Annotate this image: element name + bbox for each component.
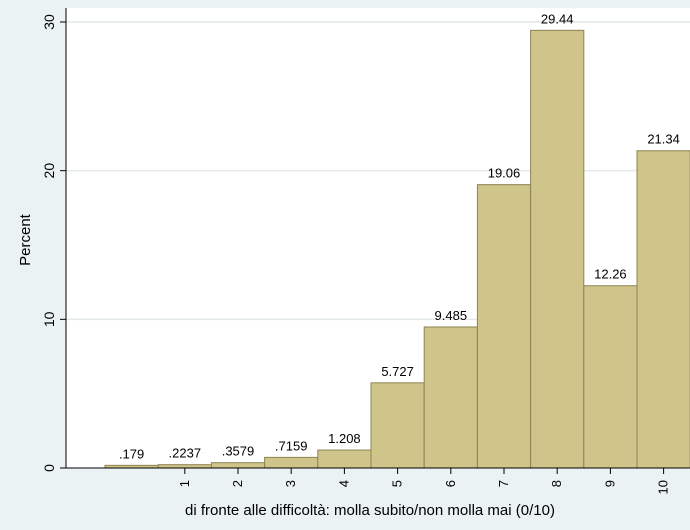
x-tick-label: 1 [177,480,192,487]
y-tick-label: 30 [41,14,57,30]
bar [530,29,585,469]
x-tick-label: 10 [656,480,671,494]
bar-value-label: .2237 [169,446,202,461]
y-axis-title: Percent [17,213,34,266]
bar-value-label: 1.208 [328,431,361,446]
bar-value-label: 21.34 [647,132,680,147]
bar-value-label: 19.06 [488,166,521,181]
x-tick-label: 4 [336,480,351,487]
x-tick-label: 8 [549,480,564,487]
x-axis-title: di fronte alle difficoltà: molla subito/… [185,502,555,519]
bar [423,326,478,469]
bar [476,184,532,469]
x-tick-label: 2 [230,480,245,487]
y-tick-label: 20 [41,163,57,179]
bar-value-label: .179 [119,446,144,461]
x-tick-label: 7 [496,480,511,487]
bar [636,150,690,469]
bars [104,29,690,469]
bar-value-label: 5.727 [381,364,414,379]
bar-value-label: .3579 [222,444,255,459]
bar-value-label: 12.26 [594,267,627,282]
x-tick-label: 3 [283,480,298,487]
bar-value-labels: .179 .2237 .3579 .7159 1.208 5.727 9.485 19.06 2… [119,11,680,461]
bar [583,285,638,469]
axes: 0 10 20 30 1 2 3 4 5 6 7 8 9 10 [41,8,690,494]
bar-value-label: 9.485 [435,308,468,323]
bar [317,449,372,469]
bar [210,462,266,469]
y-tick-label: 0 [41,464,57,472]
x-tick-label: 9 [602,480,617,487]
bar-value-label: .7159 [275,438,308,453]
bar [264,456,319,469]
y-tick-label: 10 [41,311,57,327]
x-tick-label: 6 [443,480,458,487]
bar [370,382,425,469]
bar-value-label: 29.44 [541,11,574,26]
x-tick-label: 5 [390,480,405,487]
